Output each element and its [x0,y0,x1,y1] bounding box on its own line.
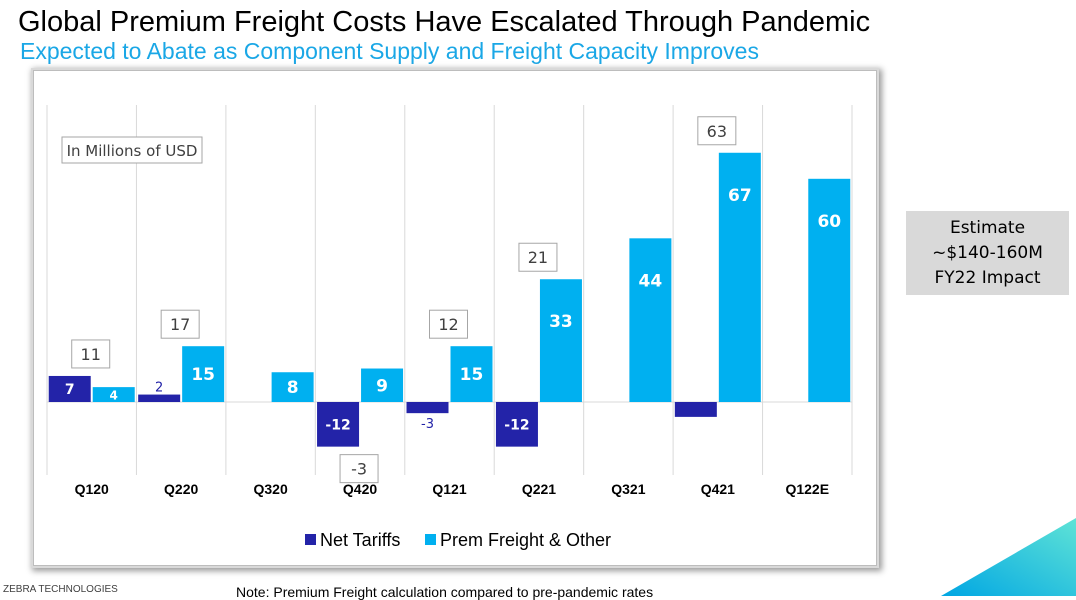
legend-label-net-tariffs: Net Tariffs [320,530,400,550]
prem-freight-bar [808,178,851,402]
legend-swatch-net-tariffs [305,534,316,545]
estimate-line-3: FY22 Impact [934,267,1041,288]
estimate-box: Estimate ~$140-160M FY22 Impact [906,211,1069,295]
total-label-box [160,309,200,339]
prem-freight-bar [629,238,672,402]
prem-freight-value-label: 15 [460,365,484,385]
corner-accent-shape [941,518,1076,596]
x-tick-label: Q120 [75,481,109,497]
estimate-line-2: ~$140-160M [932,242,1043,263]
unit-label: In Millions of USD [67,142,198,160]
total-label: 17 [170,315,190,334]
x-tick-label: Q320 [253,481,287,497]
net-tariffs-value-label: -12 [504,417,529,433]
prem-freight-value-label: 15 [191,365,215,385]
prem-freight-value-label: 9 [376,376,388,396]
prem-freight-bar [539,279,582,402]
total-label: 21 [528,248,548,267]
total-label-box [429,309,468,339]
net-tariffs-value-label: 2 [155,381,163,396]
prem-freight-bar [450,346,493,402]
chart-frame: In Millions of USD 7 4 11 Q120 2 15 17 Q220 8 Q320… [33,70,877,566]
slide-title: Global Premium Freight Costs Have Escala… [18,6,871,38]
prem-freight-value-label: 8 [287,378,299,398]
total-label: 11 [81,345,101,364]
total-label-box [71,339,111,369]
prem-freight-bar [718,152,761,402]
net-tariffs-value-label: 7 [65,382,75,398]
x-tick-label: Q121 [432,481,466,497]
prem-freight-value-label: 33 [549,312,573,332]
prem-freight-value-label: 67 [728,186,752,206]
unit-label-box [61,136,203,164]
prem-freight-value-label: 44 [639,271,663,291]
total-label: -3 [351,460,367,479]
net-tariffs-bar [48,375,91,402]
total-label-box [697,116,737,146]
x-tick-label: Q420 [343,481,377,497]
net-tariffs-bar [406,402,449,414]
legend-swatch-prem-freight [425,534,436,545]
net-tariffs-bar [674,402,717,417]
total-label-box [339,454,379,484]
estimate-line-1: Estimate [949,217,1026,238]
prem-freight-bar [361,368,404,402]
total-label: 63 [707,122,727,141]
legend-label-prem-freight: Prem Freight & Other [440,530,611,550]
prem-freight-value-label: 60 [817,212,841,232]
net-tariffs-bar [317,402,360,447]
total-label-box [518,242,558,272]
x-tick-label: Q220 [164,481,198,497]
net-tariffs-value-label: -12 [325,417,350,433]
x-tick-label: Q122E [785,481,829,497]
slide-subtitle: Expected to Abate as Component Supply an… [20,38,759,64]
total-label: 12 [438,315,458,334]
footer-company: ZEBRA TECHNOLOGIES [3,584,118,595]
net-tariffs-value-label: -4 [689,421,702,436]
prem-freight-bar [92,387,135,402]
net-tariffs-bar [138,394,181,402]
prem-freight-bar [271,372,314,402]
net-tariffs-value-label: -3 [421,417,434,432]
x-tick-label: Q321 [611,481,645,497]
net-tariffs-bar [495,402,538,447]
footnote: Note: Premium Freight calculation compar… [236,584,654,600]
x-tick-label: Q421 [701,481,735,497]
prem-freight-bar [182,346,225,402]
x-tick-label: Q221 [522,481,556,497]
prem-freight-value-label: 4 [110,389,118,403]
freight-cost-chart: In Millions of USD 7 4 11 Q120 2 15 17 Q220 8 Q320… [46,105,853,550]
